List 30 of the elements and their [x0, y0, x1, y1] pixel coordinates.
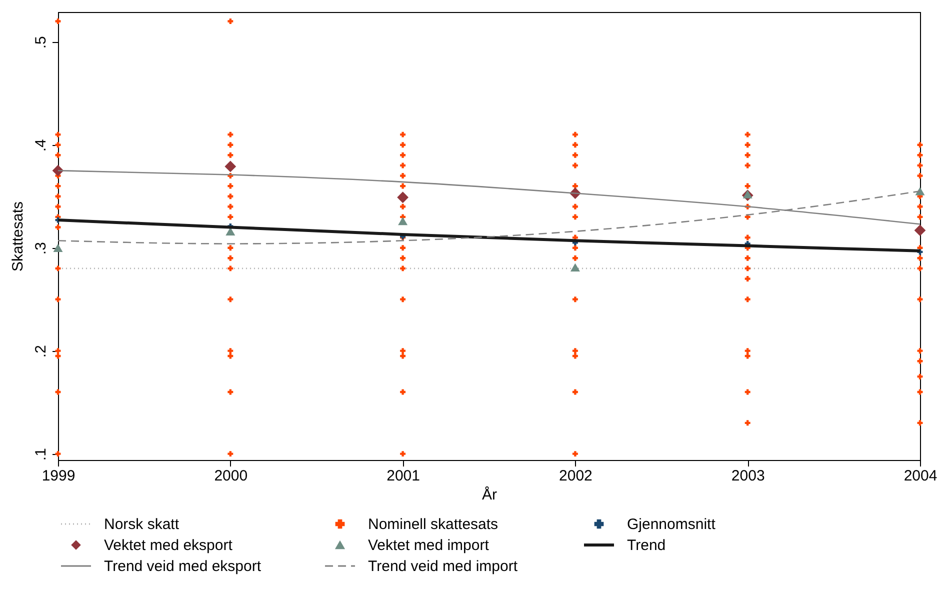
x-axis-title: År [482, 486, 498, 504]
point [53, 244, 63, 252]
point [570, 263, 580, 272]
y-tick-label: .2 [32, 345, 50, 358]
point [915, 187, 925, 196]
legend-label: Nominell skattesats [368, 516, 498, 533]
point [224, 160, 236, 172]
y-tick-label: .3 [32, 242, 50, 255]
y-tick-label: .1 [32, 448, 50, 461]
x-tick-label: 2000 [214, 468, 248, 484]
point [226, 227, 236, 236]
legend-label: Gjennomsnitt [627, 516, 716, 533]
legend-label: Trend veid med import [368, 558, 518, 575]
legend-label: Vektet med eksport [104, 537, 234, 554]
point [398, 216, 408, 226]
x-tick-label: 2003 [731, 468, 765, 484]
legend-label: Trend [627, 537, 666, 554]
y-tick-label: .5 [32, 36, 50, 49]
x-tick-label: 2004 [904, 468, 938, 484]
x-tick-label: 2001 [386, 468, 420, 484]
x-tick-label: 1999 [42, 468, 76, 484]
y-tick-label: .4 [32, 139, 50, 152]
y-axis-title: Skattesats [10, 201, 26, 272]
legend-label: Vektet med import [368, 537, 490, 554]
point [914, 224, 926, 236]
legend-label: Trend veid med eksport [104, 558, 262, 575]
x-tick-label: 2002 [559, 468, 592, 484]
point [397, 192, 408, 204]
legend-label: Norsk skatt [104, 516, 180, 533]
point [742, 190, 752, 198]
